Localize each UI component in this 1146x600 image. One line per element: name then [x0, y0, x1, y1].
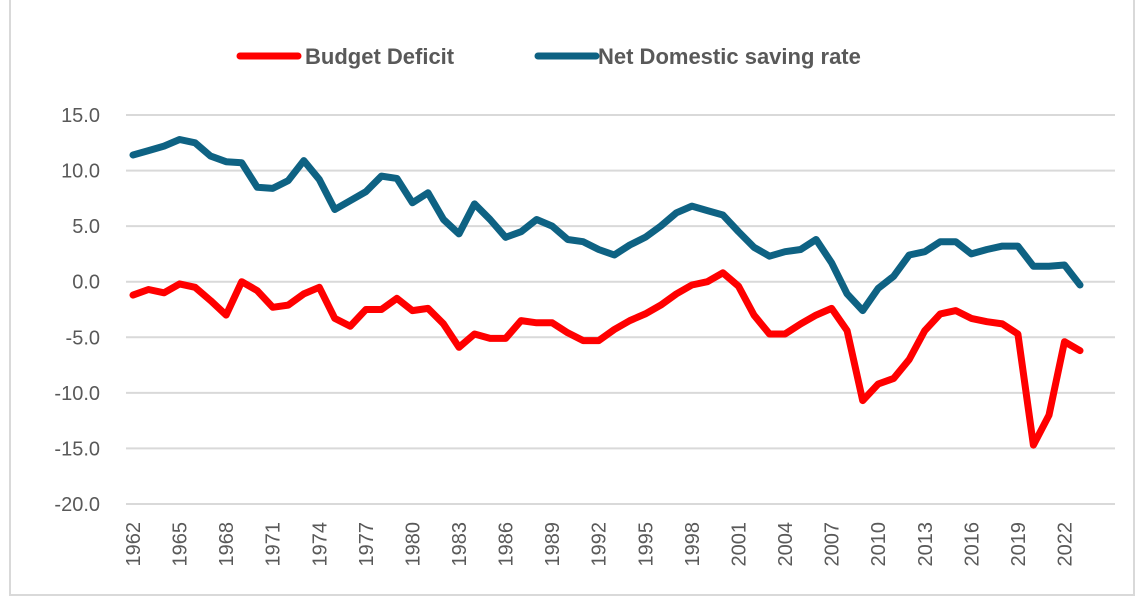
x-tick-label: 2013: [915, 522, 937, 567]
legend-label: Net Domestic saving rate: [598, 44, 861, 69]
y-tick-label: 10.0: [61, 161, 100, 183]
x-tick-label: 2019: [1008, 522, 1030, 567]
y-tick-label: -5.0: [66, 327, 100, 349]
net-domestic-saving-rate-line: [129, 136, 1084, 315]
x-tick-label: 1974: [309, 522, 331, 567]
x-tick-label: 1992: [589, 522, 611, 567]
y-tick-label: -15.0: [54, 438, 100, 460]
x-axis-ticks: 1962 1965 1968 1971 1974 1977 1980 1983 1986 1989…: [123, 522, 1076, 567]
x-tick-label: 1971: [263, 522, 285, 567]
x-tick-label: 2016: [961, 522, 983, 567]
x-tick-label: 2004: [775, 522, 797, 567]
gridlines: [126, 114, 1115, 505]
x-tick-label: 1977: [356, 522, 378, 567]
legend-label: Budget Deficit: [305, 44, 455, 69]
x-tick-label: 2010: [868, 522, 890, 567]
x-tick-label: 1968: [216, 522, 238, 567]
x-tick-label: 1986: [496, 522, 518, 567]
x-tick-label: 2001: [728, 522, 750, 567]
y-tick-label: 15.0: [61, 105, 100, 127]
x-tick-label: 1980: [402, 522, 424, 567]
x-tick-label: 2007: [822, 522, 844, 567]
y-axis-ticks: 15.0 10.0 5.0 0.0 -5.0 -10.0 -15.0 -20.0: [54, 105, 100, 516]
x-tick-label: 1989: [542, 522, 564, 567]
x-tick-label: 1965: [170, 522, 192, 567]
series-lines: [129, 136, 1084, 449]
x-tick-label: 1998: [682, 522, 704, 567]
y-tick-label: 5.0: [72, 216, 100, 238]
x-tick-label: 2022: [1054, 522, 1076, 567]
y-tick-label: -20.0: [54, 494, 100, 516]
chart-frame: [9, 0, 1135, 596]
x-tick-label: 1995: [635, 522, 657, 567]
y-tick-label: 0.0: [72, 272, 100, 294]
x-tick-label: 1962: [123, 522, 145, 567]
budget-deficit-line: [129, 269, 1084, 449]
y-tick-label: -10.0: [54, 383, 100, 405]
legend: Budget Deficit Net Domestic saving rate: [236, 44, 861, 69]
x-tick-label: 1983: [449, 522, 471, 567]
